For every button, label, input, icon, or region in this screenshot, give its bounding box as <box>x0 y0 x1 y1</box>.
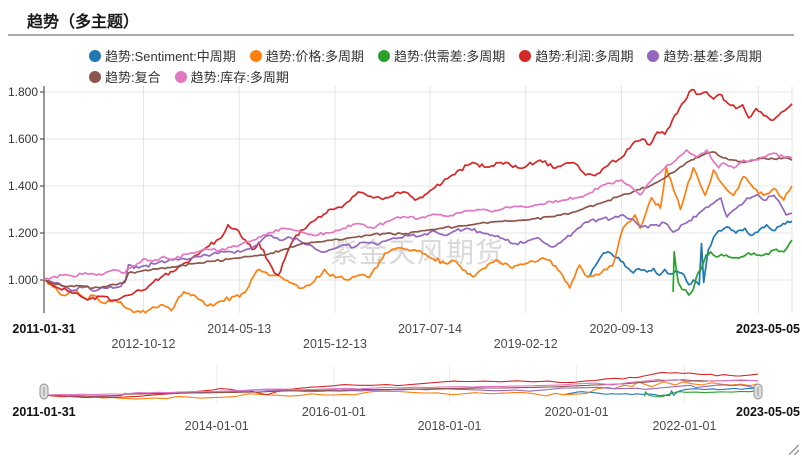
legend-row-2: 趋势:复合 趋势:库存:多周期 <box>89 67 289 86</box>
series-line <box>43 151 793 290</box>
series-line <box>43 88 793 302</box>
series-line <box>43 149 793 281</box>
legend-item[interactable]: 趋势:Sentiment:中周期 <box>89 46 236 65</box>
series-line <box>672 239 793 296</box>
series-lines <box>43 88 793 314</box>
legend-dot-icon <box>89 70 101 83</box>
legend-item-label: 趋势:价格:多周期 <box>265 49 364 64</box>
y-axis <box>40 86 45 313</box>
watermark: 紫金天风期货 <box>330 237 505 268</box>
legend-dot-icon <box>378 49 390 62</box>
legend-item-label: 趋势:库存:多周期 <box>190 70 289 85</box>
navigator-line <box>643 389 759 398</box>
legend-dot-icon <box>89 49 101 62</box>
series-line <box>43 194 793 293</box>
legend-item[interactable]: 趋势:复合 <box>89 67 161 86</box>
page-title: 趋势（多主题） <box>27 14 140 31</box>
navigator-line <box>43 379 758 396</box>
legend-dot-icon <box>174 70 187 83</box>
legend-item-label: 趋势:基差:多周期 <box>663 49 762 64</box>
navigator-lines <box>43 371 759 400</box>
legend-item[interactable]: 趋势:供需差:多周期 <box>378 46 505 65</box>
navigator-handle-right[interactable] <box>753 383 763 400</box>
title-divider <box>8 34 794 36</box>
navigator-line <box>562 387 759 397</box>
legend-item-label: 趋势:Sentiment:中周期 <box>105 49 236 64</box>
legend-item[interactable]: 趋势:基差:多周期 <box>647 46 762 65</box>
navigator-line <box>43 371 759 399</box>
legend-item[interactable]: 趋势:利润:多周期 <box>519 46 633 65</box>
legend-row-1: 趋势:Sentiment:中周期 趋势:价格:多周期 趋势:供需差:多周期 趋势:利润… <box>89 46 762 65</box>
legend-item[interactable]: 趋势:库存:多周期 <box>174 67 289 86</box>
legend-item-label: 趋势:复合 <box>105 70 161 85</box>
series-line <box>43 166 793 314</box>
navigator-line <box>43 381 759 400</box>
gridlines <box>44 86 793 402</box>
legend-dot-icon <box>249 49 262 62</box>
legend-item-label: 趋势:供需差:多周期 <box>394 49 506 64</box>
legend-dot-icon <box>647 49 660 62</box>
legend-item-label: 趋势:利润:多周期 <box>535 49 634 64</box>
navigator-line <box>43 379 759 397</box>
navigator-handle-left[interactable] <box>39 383 49 400</box>
series-line <box>587 220 793 286</box>
legend-item[interactable]: 趋势:价格:多周期 <box>249 46 364 65</box>
legend-dot-icon <box>519 49 532 62</box>
resize-handle-icon[interactable] <box>789 445 799 455</box>
